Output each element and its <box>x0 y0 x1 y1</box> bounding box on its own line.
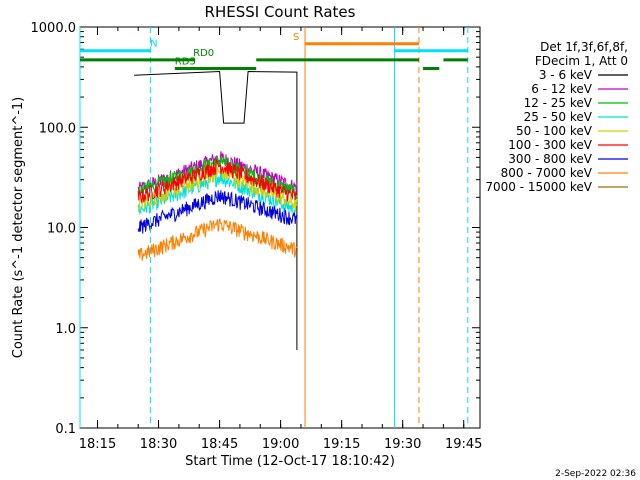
status-bar-label: RD0 <box>193 48 214 59</box>
status-bar-label: N <box>150 39 157 50</box>
y-tick-label: 1.0 <box>55 322 76 337</box>
legend-label: 100 - 300 keV <box>508 138 592 152</box>
legend-label: 3 - 6 keV <box>539 68 593 82</box>
legend-label: 7000 - 15000 keV <box>485 180 592 194</box>
status-bar-label: S <box>293 32 299 43</box>
legend-label: 25 - 50 keV <box>524 110 593 124</box>
x-tick-label: 19:15 <box>323 437 360 452</box>
legend-header: Det 1f,3f,6f,8f, <box>540 40 628 54</box>
y-tick-label: 10.0 <box>47 222 76 237</box>
x-tick-label: 18:15 <box>79 437 116 452</box>
legend-header: FDecim 1, Att 0 <box>535 54 628 68</box>
x-tick-label: 18:45 <box>201 437 238 452</box>
y-axis-label: Count Rate (s^-1 detector segment^-1) <box>11 97 26 358</box>
x-tick-label: 18:30 <box>140 437 177 452</box>
x-tick-label: 19:00 <box>262 437 299 452</box>
status-bar-label: RD5 <box>175 57 196 68</box>
series-line <box>137 158 298 203</box>
x-axis-label: Start Time (12-Oct-17 18:10:42) <box>185 454 395 469</box>
series-line <box>137 190 298 234</box>
chart-title: RHESSI Count Rates <box>205 3 356 21</box>
y-tick-label: 0.1 <box>55 422 76 437</box>
legend-label: 300 - 800 keV <box>508 152 592 166</box>
footer-date: 2-Sep-2022 02:36 <box>555 469 636 479</box>
x-tick-label: 19:30 <box>384 437 421 452</box>
series-line <box>134 70 298 350</box>
legend-label: 12 - 25 keV <box>524 96 593 110</box>
series-line <box>137 172 298 217</box>
series-line <box>137 154 298 200</box>
y-tick-label: 1000.0 <box>31 21 77 36</box>
legend-label: 6 - 12 keV <box>531 82 593 96</box>
x-tick-label: 19:45 <box>445 437 482 452</box>
series-line <box>137 217 298 261</box>
legend-label: 800 - 7000 keV <box>501 166 593 180</box>
legend-label: 50 - 100 keV <box>516 124 593 138</box>
y-tick-label: 100.0 <box>39 121 76 136</box>
